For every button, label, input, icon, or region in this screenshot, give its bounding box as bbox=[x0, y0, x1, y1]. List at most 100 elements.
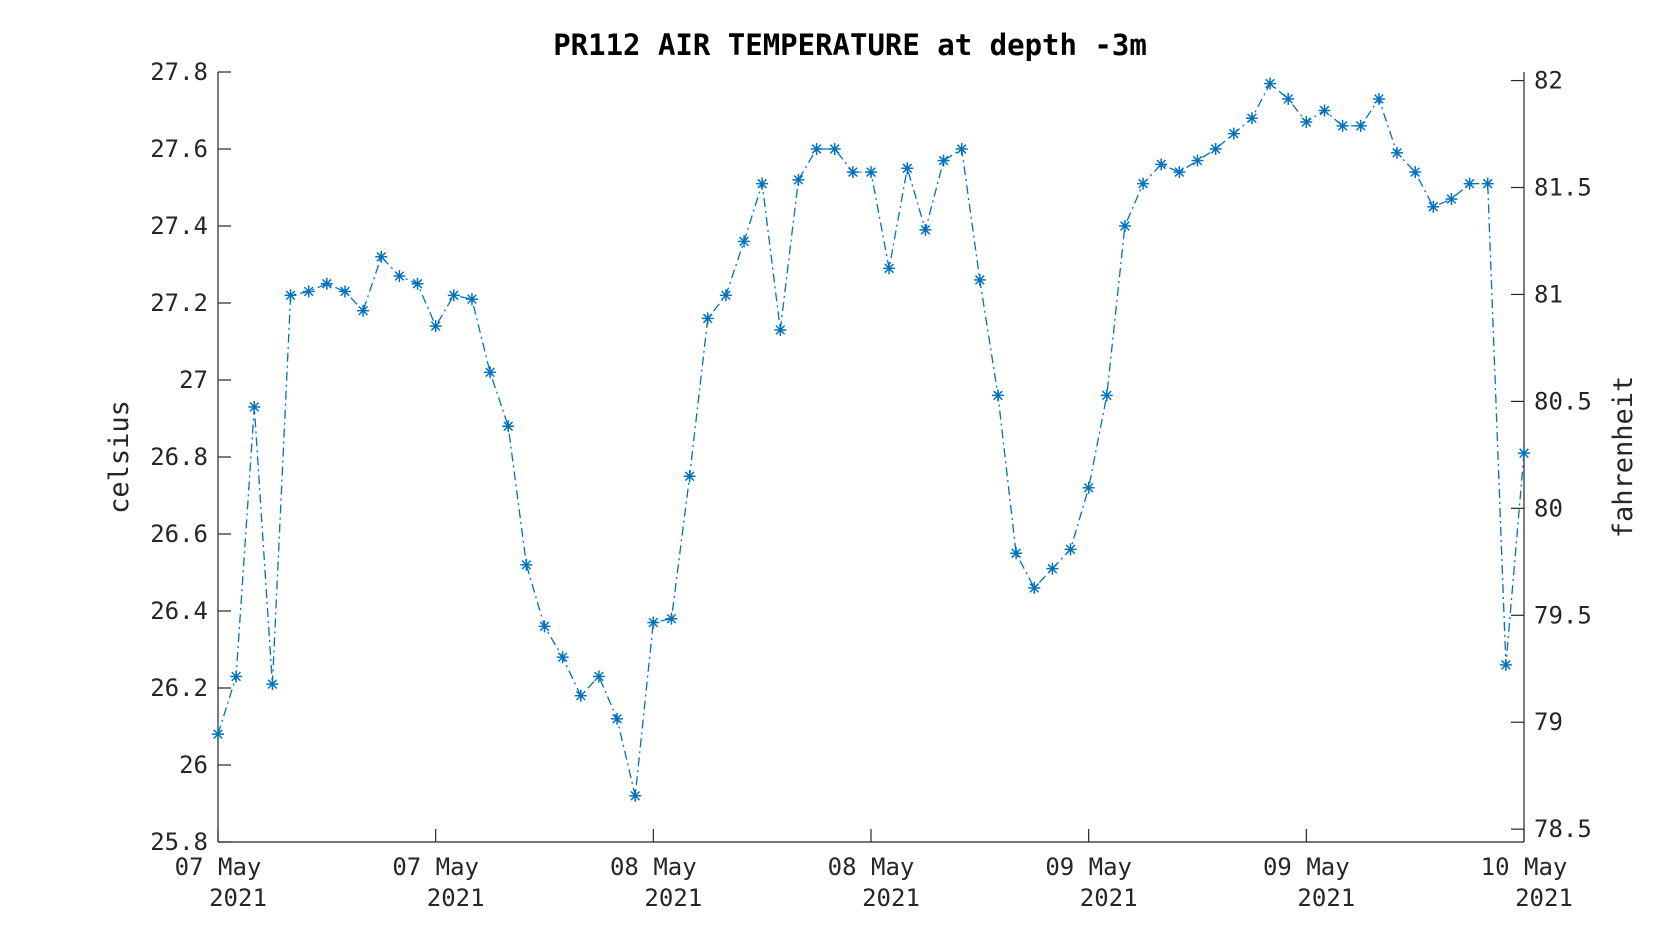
data-point bbox=[1300, 116, 1313, 129]
data-point bbox=[520, 558, 533, 571]
y-tick-label-left: 26.4 bbox=[150, 597, 208, 625]
data-point bbox=[865, 166, 877, 179]
data-point bbox=[1173, 166, 1186, 179]
chart-title: PR112 AIR TEMPERATURE at depth -3m bbox=[553, 28, 1147, 62]
data-point bbox=[357, 304, 370, 317]
data-point bbox=[556, 651, 569, 664]
data-point bbox=[375, 250, 388, 263]
data-point bbox=[792, 173, 805, 186]
data-point bbox=[901, 162, 914, 175]
data-point bbox=[574, 689, 587, 702]
y-axis-label-right: fahrenheit bbox=[1608, 376, 1639, 539]
data-point bbox=[1354, 119, 1367, 132]
data-point bbox=[1028, 581, 1041, 594]
y-tick-label-left: 27.2 bbox=[150, 289, 208, 317]
data-point bbox=[955, 143, 968, 155]
series-markers bbox=[212, 77, 1530, 802]
data-point bbox=[1245, 112, 1258, 125]
x-tick-label: 07 May bbox=[175, 853, 262, 881]
y-tick-label-right: 81 bbox=[1534, 280, 1563, 308]
y-tick-label-right: 79 bbox=[1534, 708, 1563, 736]
x-tick-label: 09 May bbox=[1263, 853, 1350, 881]
series-line bbox=[217, 82, 1525, 796]
data-point bbox=[411, 277, 424, 290]
data-point bbox=[393, 270, 406, 283]
y-tick-label-right: 79.5 bbox=[1534, 601, 1592, 629]
data-point bbox=[1518, 447, 1530, 460]
data-point bbox=[502, 420, 515, 433]
data-point bbox=[266, 678, 279, 691]
data-point bbox=[1082, 481, 1095, 494]
data-point bbox=[1191, 154, 1204, 167]
data-point bbox=[1372, 92, 1385, 105]
data-point bbox=[320, 277, 333, 290]
plot-frame bbox=[217, 72, 1525, 843]
y-tick-label-left: 27.4 bbox=[150, 212, 208, 240]
y-tick-label-left: 27.6 bbox=[150, 135, 208, 163]
data-point bbox=[447, 289, 460, 302]
x-tick-label-year: 2021 bbox=[644, 884, 702, 912]
data-point bbox=[212, 728, 224, 741]
data-point bbox=[991, 389, 1004, 402]
data-point bbox=[883, 262, 896, 275]
data-point bbox=[719, 289, 732, 302]
data-point bbox=[1264, 77, 1277, 90]
data-point bbox=[1100, 389, 1113, 402]
data-point bbox=[846, 166, 859, 179]
data-point bbox=[629, 789, 642, 802]
data-point bbox=[302, 285, 315, 298]
data-point bbox=[683, 470, 696, 483]
data-point bbox=[1481, 177, 1494, 190]
data-point bbox=[538, 620, 551, 633]
y-tick-label-left: 26 bbox=[179, 751, 208, 779]
data-point bbox=[1391, 146, 1404, 159]
data-point bbox=[1445, 193, 1458, 206]
data-point bbox=[973, 273, 986, 286]
x-tick-label: 10 May bbox=[1481, 853, 1568, 881]
data-point bbox=[1409, 166, 1422, 179]
data-point bbox=[738, 235, 751, 248]
x-tick-label: 08 May bbox=[828, 853, 915, 881]
left-y-ticks: 25.8 26 26.2 26.4 26.6 26.8 27 27.2 27.4 27.6 27.8 bbox=[150, 58, 231, 856]
data-point bbox=[774, 323, 787, 336]
data-point bbox=[484, 366, 497, 379]
data-point bbox=[1137, 177, 1150, 190]
x-tick-label: 07 May bbox=[392, 853, 479, 881]
right-y-ticks: 78.5 79 79.5 80 80.5 81 81.5 82 bbox=[1511, 67, 1592, 843]
y-tick-label-left: 27 bbox=[179, 366, 208, 394]
x-ticks: 07 May 2021 07 May 2021 08 May 2021 08 May 2021… bbox=[175, 829, 1573, 912]
y-tick-label-left: 26.6 bbox=[150, 520, 208, 548]
x-tick-label-year: 2021 bbox=[427, 884, 485, 912]
data-point bbox=[665, 612, 678, 625]
x-tick-label-year: 2021 bbox=[209, 884, 267, 912]
data-point bbox=[937, 154, 950, 167]
data-point bbox=[592, 670, 605, 683]
x-tick-label-year: 2021 bbox=[1080, 884, 1138, 912]
data-point bbox=[1010, 547, 1023, 560]
data-point bbox=[1463, 177, 1476, 190]
data-point bbox=[248, 400, 261, 413]
data-point bbox=[701, 312, 714, 325]
data-point bbox=[1155, 158, 1168, 171]
y-tick-label-left: 26.8 bbox=[150, 443, 208, 471]
x-tick-label-year: 2021 bbox=[862, 884, 920, 912]
data-point bbox=[756, 177, 769, 190]
data-point bbox=[230, 670, 243, 683]
data-point bbox=[647, 616, 660, 629]
y-tick-label-left: 27.8 bbox=[150, 58, 208, 86]
y-tick-label-right: 80 bbox=[1534, 494, 1563, 522]
data-point bbox=[1064, 543, 1077, 556]
data-point bbox=[465, 293, 478, 306]
data-point bbox=[1118, 220, 1131, 232]
data-point bbox=[810, 143, 823, 155]
data-point bbox=[338, 285, 351, 298]
data-point bbox=[1427, 200, 1440, 213]
data-point bbox=[1336, 119, 1349, 132]
y-tick-label-left: 25.8 bbox=[150, 828, 208, 856]
data-point bbox=[611, 712, 624, 725]
data-point bbox=[1282, 92, 1295, 105]
data-point bbox=[1209, 143, 1222, 155]
x-tick-label: 09 May bbox=[1045, 853, 1132, 881]
data-point bbox=[1318, 104, 1331, 117]
